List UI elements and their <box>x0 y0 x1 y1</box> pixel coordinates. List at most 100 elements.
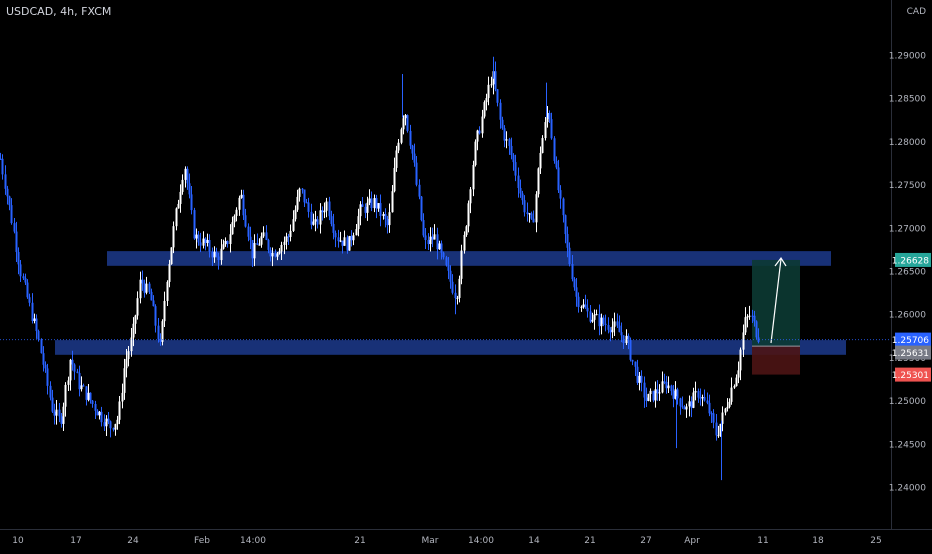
candle-body <box>474 141 477 165</box>
candle-body <box>512 155 515 163</box>
candle-body <box>553 138 556 161</box>
candle-body <box>235 209 238 216</box>
current-price-tag[interactable] <box>895 332 931 347</box>
stop-price-tag[interactable] <box>895 367 931 382</box>
candle-body <box>136 298 139 316</box>
candle-body <box>177 203 180 209</box>
candle-body <box>190 194 193 211</box>
candle-body <box>568 247 571 265</box>
candle-body <box>458 278 461 298</box>
candle-body <box>100 411 103 423</box>
candle-body <box>361 204 364 207</box>
candle-body <box>258 244 261 246</box>
candle-body <box>406 115 409 131</box>
target-price-tag[interactable] <box>895 252 931 267</box>
candle-body <box>184 168 187 180</box>
candle-body <box>159 339 162 342</box>
entry-price-tag[interactable] <box>895 345 931 360</box>
candle-body <box>109 421 112 429</box>
candle-body <box>280 244 283 252</box>
candle-body <box>269 249 272 257</box>
candle-body <box>460 250 463 279</box>
candle-body <box>118 401 121 420</box>
loss-zone[interactable] <box>752 346 800 375</box>
candle-body <box>640 375 643 383</box>
candle-body <box>123 368 126 393</box>
candle-body <box>226 241 229 244</box>
candle-body <box>51 397 54 412</box>
candle-body <box>447 265 450 271</box>
candle-body <box>744 317 747 333</box>
candle-body <box>413 153 416 163</box>
candle-body <box>730 387 733 402</box>
candle-body <box>503 128 506 141</box>
candle-body <box>166 281 169 301</box>
candle-body <box>476 130 479 142</box>
symbol-title[interactable]: USDCAD, 4h, FXCM <box>6 5 112 18</box>
price-tick-label: 1.28000 <box>889 138 926 148</box>
candle-body <box>350 236 353 241</box>
candle-body <box>130 337 133 352</box>
candle-body <box>204 238 207 243</box>
candle-body <box>0 158 2 160</box>
candle-body <box>577 296 580 307</box>
projection-arrow[interactable] <box>770 258 782 344</box>
candle-body <box>661 381 664 393</box>
candle-body <box>150 291 153 301</box>
candle-body <box>312 221 315 225</box>
candle-body <box>73 364 76 372</box>
candle-body <box>631 359 634 362</box>
candle-body <box>717 435 720 437</box>
candle-body <box>638 375 641 383</box>
candle-body <box>607 325 610 330</box>
candle-body <box>325 201 328 211</box>
candle-body <box>663 381 666 383</box>
price-tick-label: 1.24500 <box>889 440 926 450</box>
candle-body <box>49 385 52 398</box>
candle-body <box>231 222 234 235</box>
candle-body <box>442 252 445 258</box>
candle-body <box>22 276 25 279</box>
candle-body <box>735 377 738 387</box>
candle-body <box>440 243 443 253</box>
candle-body <box>148 283 151 292</box>
candle-body <box>298 188 301 197</box>
candle-body <box>217 256 220 261</box>
candle-body <box>499 102 502 120</box>
candle-body <box>485 98 488 103</box>
candle-body <box>145 283 148 293</box>
candle-body <box>618 325 621 333</box>
candle-body <box>667 385 670 389</box>
candle-body <box>181 179 184 192</box>
projection-arrowhead[interactable] <box>774 256 787 267</box>
candle-body <box>296 196 299 210</box>
candle-body <box>469 189 472 204</box>
candle-body <box>670 385 673 392</box>
candle-body <box>708 402 711 414</box>
axis-currency-label[interactable]: CAD <box>907 7 926 17</box>
candle-body <box>496 89 499 103</box>
candle-body <box>721 412 724 424</box>
support-zone[interactable] <box>55 340 846 355</box>
candle-body <box>710 413 713 415</box>
candle-body <box>422 220 425 236</box>
resistance-zone[interactable] <box>107 251 831 266</box>
time-tick-label: 24 <box>127 536 139 546</box>
price-tick-label: 1.26000 <box>889 311 926 321</box>
candle-body <box>418 184 421 197</box>
candle-body <box>319 210 322 225</box>
candle-body <box>96 410 99 416</box>
candle-body <box>593 314 596 320</box>
candle-body <box>438 243 441 250</box>
stop-price-tag-text: 1.25301 <box>892 371 929 381</box>
candle-body <box>728 401 731 407</box>
candle-body <box>247 226 250 237</box>
candle-body <box>294 209 297 220</box>
candle-body <box>526 212 529 214</box>
candle-body <box>467 203 470 227</box>
candle-body <box>445 257 448 266</box>
candle-body <box>316 219 319 225</box>
candle-body <box>44 364 47 369</box>
